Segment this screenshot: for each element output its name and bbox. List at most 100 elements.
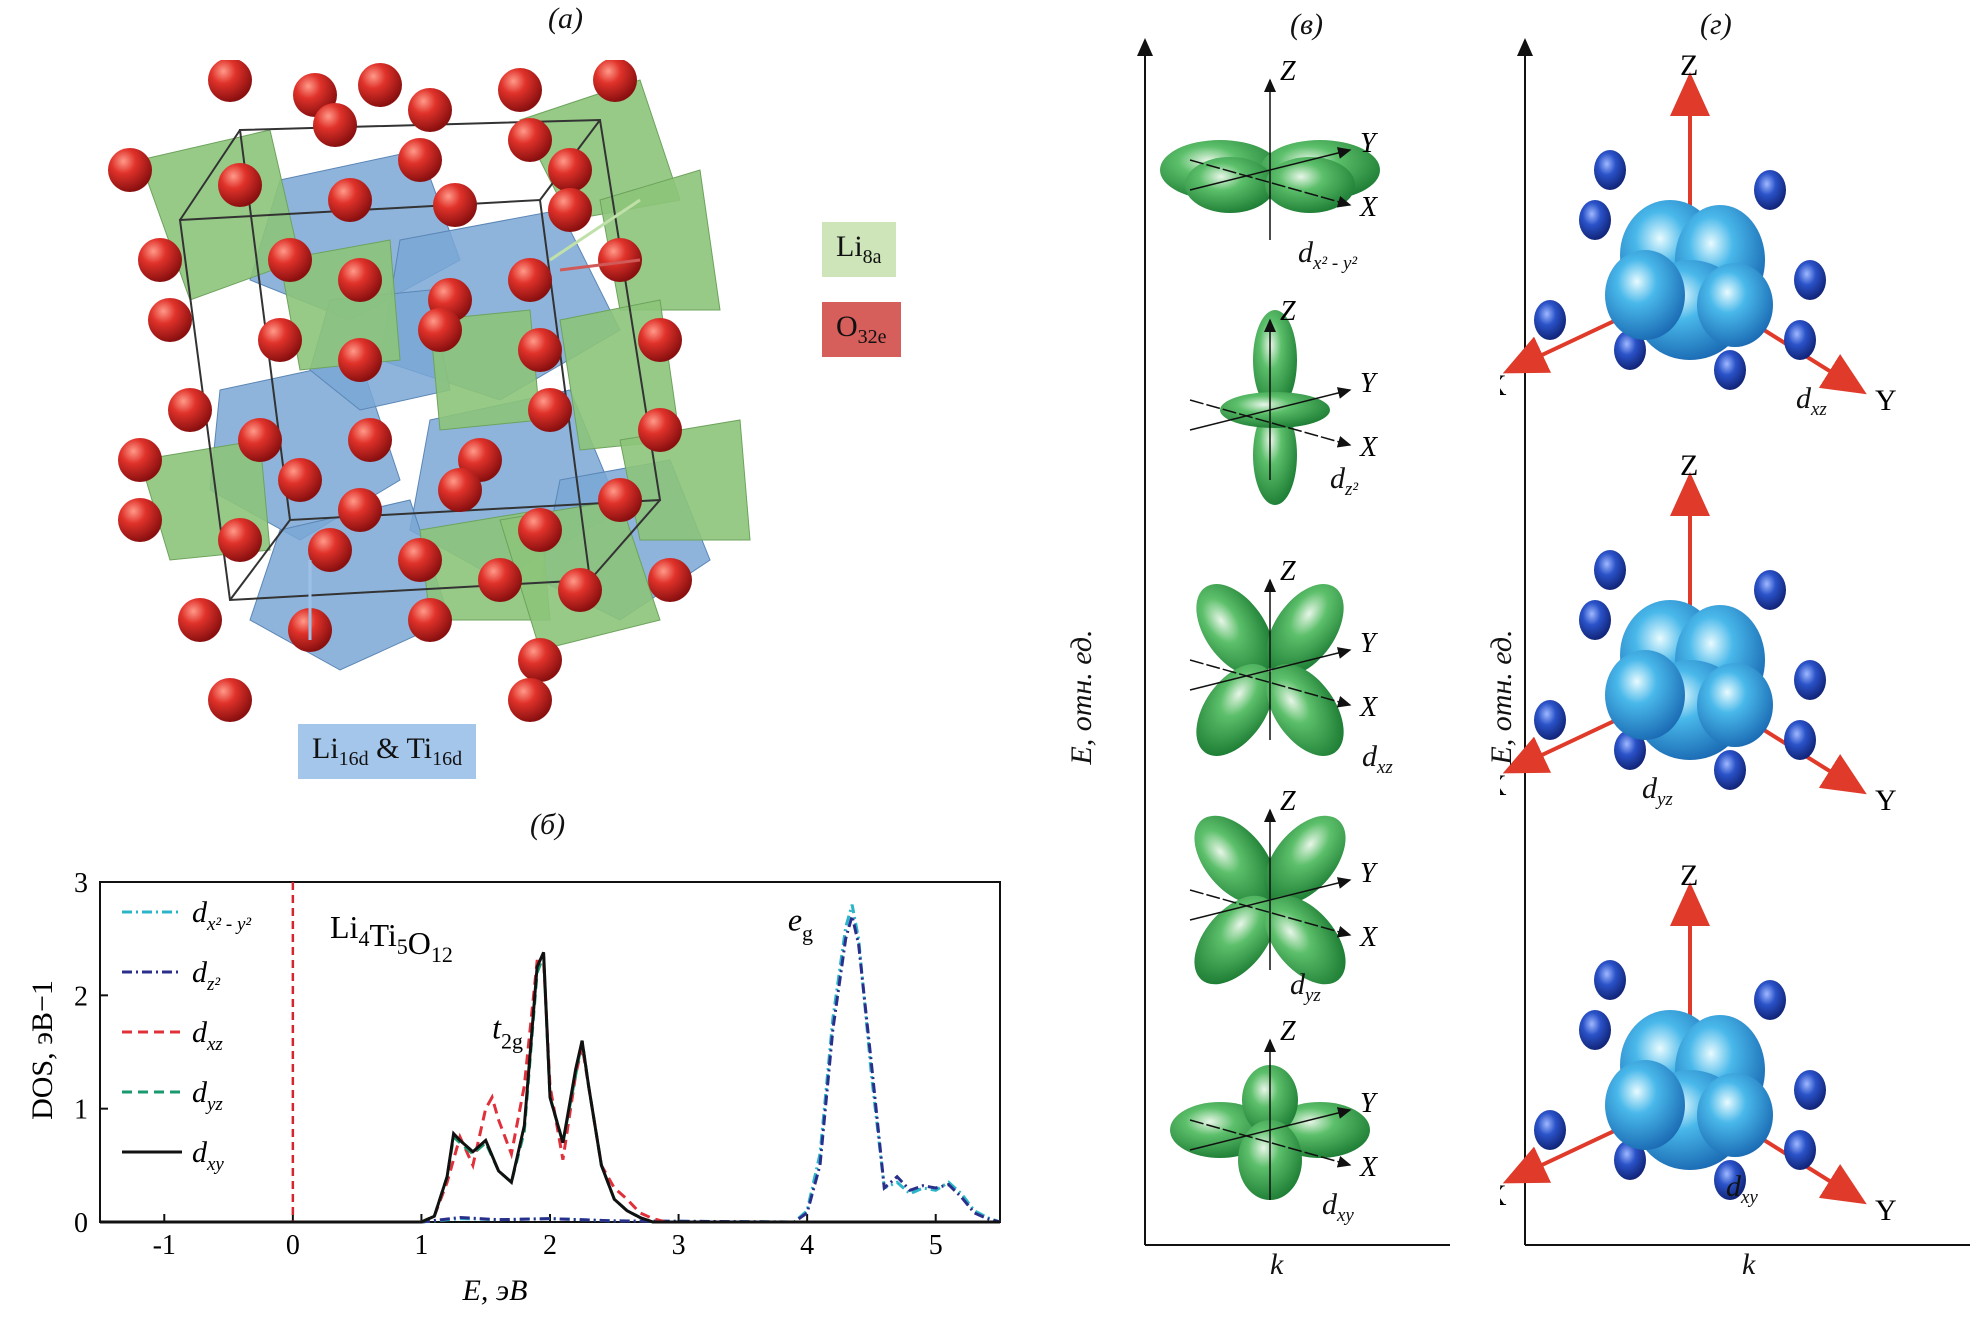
orbital-label-dxz-g: dxz [1796,382,1827,421]
label-amp: & [368,732,407,765]
dos-series-line [100,915,1001,1224]
orbital-minor-lobe [1594,150,1626,190]
y-axis-arrow [1189,387,1352,431]
peak-label: t2g [492,1009,523,1053]
oxygen-atom [118,498,162,542]
energy-label-v: E, отн. ед. [1065,577,1099,817]
oxygen-atom [168,388,212,432]
orbital-minor-lobe [1714,1160,1746,1200]
orbital-minor-lobe [1614,730,1646,770]
oxygen-atom [518,638,562,682]
energy-label-g: E, отн. ед. [1485,577,1519,817]
oxygen-atom [593,58,637,102]
x-tick-label: 3 [672,1230,686,1261]
orbital-label-dz2-main: d [1330,462,1345,495]
x-axis-arrow [1189,399,1352,448]
orbital-label-dxz-g-main: d [1796,382,1811,415]
orbital-minor-lobe [1534,700,1566,740]
orbital-label-dxy-g: dxy [1726,1170,1758,1209]
oxygen-atom [338,258,382,302]
orbital-axis-letter: X [1359,922,1378,953]
orbital-label-dxy-v-main: d [1322,1188,1337,1221]
y-tick-label: 2 [74,981,88,1012]
orbital-minor-lobe [1784,720,1816,760]
legend-label: dyz [192,1076,223,1115]
label-o32e-sub: 32e [857,326,887,348]
orbitals-green-panel: Z Y X Z Y X Z Y X Z Y X Z Y X [1080,30,1460,1320]
oxygen-atom [328,178,372,222]
orbital-minor-lobe [1794,660,1826,700]
orbital-minor-lobe [1794,260,1826,300]
orbital-major-lobe [1697,1073,1773,1157]
label-li16d-text: Li [312,732,339,765]
x-axis-arrow [1189,889,1352,938]
orbital-minor-lobe [1614,1140,1646,1180]
orbital-axis-letter: Y [1360,128,1379,159]
orbital-minor-lobe [1714,350,1746,390]
x-tick-label: 5 [929,1230,943,1261]
orbital-label-dz2-sub: z² [1345,479,1359,500]
x-tick-label: 0 [286,1230,300,1261]
orbital-axis-letter: X [1359,192,1378,223]
oxygen-atom [433,183,477,227]
energy-label-g-text: E, отн. ед. [1485,629,1518,765]
orbital-axis-letter: Y [1875,1194,1897,1227]
oxygen-atom [218,163,262,207]
x-axis-label: E, эВ [462,1274,528,1307]
x-axis-arrow [1189,159,1352,208]
orbital-label-dyz-v-main: d [1290,968,1305,1001]
oxygen-atom [208,678,252,722]
oxygen-atom [278,458,322,502]
legend-label: dz² [192,956,220,995]
orbital-axis-letter: Y [1360,858,1379,889]
oxygen-atom [518,508,562,552]
orbital-dz2 [1220,310,1330,505]
oxygen-atom [518,328,562,372]
oxygen-atom [313,103,357,147]
y-axis-arrow [1189,647,1352,691]
oxygen-atom [438,468,482,512]
orbital-axis-letter: Z [1280,556,1296,587]
oxygen-atom [148,298,192,342]
orbital-label-dyz-v: dyz [1290,968,1321,1007]
orbital-axis-letter: Z [1280,296,1296,327]
energy-label-v-text: E, отн. ед. [1065,629,1098,765]
orbital-label-dxz-v: dxz [1362,740,1393,779]
orbital-blue: ZXY [1485,449,1897,817]
oxygen-atom [218,518,262,562]
orbital-label-dxy-v-sub: xy [1337,1205,1354,1226]
orbital-axis-letter: X [1359,1152,1378,1183]
dos-series-line [100,959,1000,1224]
x-axis-arrow [1189,659,1352,708]
oxygen-atom [358,63,402,107]
x-axis-arrow [1189,1119,1352,1168]
y-tick-label: 0 [74,1208,88,1239]
legend-label: dxz [192,1016,223,1055]
orbital-label-dx2y2-sub: x² - y² [1313,253,1358,274]
y-axis-arrow [1189,1107,1352,1151]
orbital-axis-letter: Z [1680,49,1698,82]
orbital-major-lobe [1697,663,1773,747]
orbitals-green-svg: Z Y X Z Y X Z Y X Z Y X Z Y X [1137,38,1450,1246]
orbital-label-dyz-g-main: d [1642,772,1657,805]
oxygen-atom [108,148,152,192]
label-li8a-sub: 8a [862,246,882,268]
orbital-minor-lobe [1534,1110,1566,1150]
peak-label: eg [788,902,813,946]
oxygen-atom [558,568,602,612]
panel-letter-v: (в) [1290,8,1324,41]
oxygen-atom [508,678,552,722]
dos-chart-svg: -1 0 1 2 3 4 5 0 1 2 3 dx² - y² dz² dxz dyz dxy Li4Ti5… [26,868,1001,1307]
oxygen-atom [258,318,302,362]
x-tick-label: 2 [543,1230,557,1261]
compound-formula: Li4Ti5O12 [330,909,453,967]
orbital-dyz [1194,815,1346,985]
oxygen-atom [528,388,572,432]
oxygen-atom [408,88,452,132]
oxygen-atom [638,408,682,452]
oxygen-atom [508,258,552,302]
orbital-minor-lobe [1754,980,1786,1020]
y-tick-label: 3 [74,868,88,899]
orbital-major-lobe [1605,1060,1685,1150]
orbital-minor-lobe [1579,600,1611,640]
